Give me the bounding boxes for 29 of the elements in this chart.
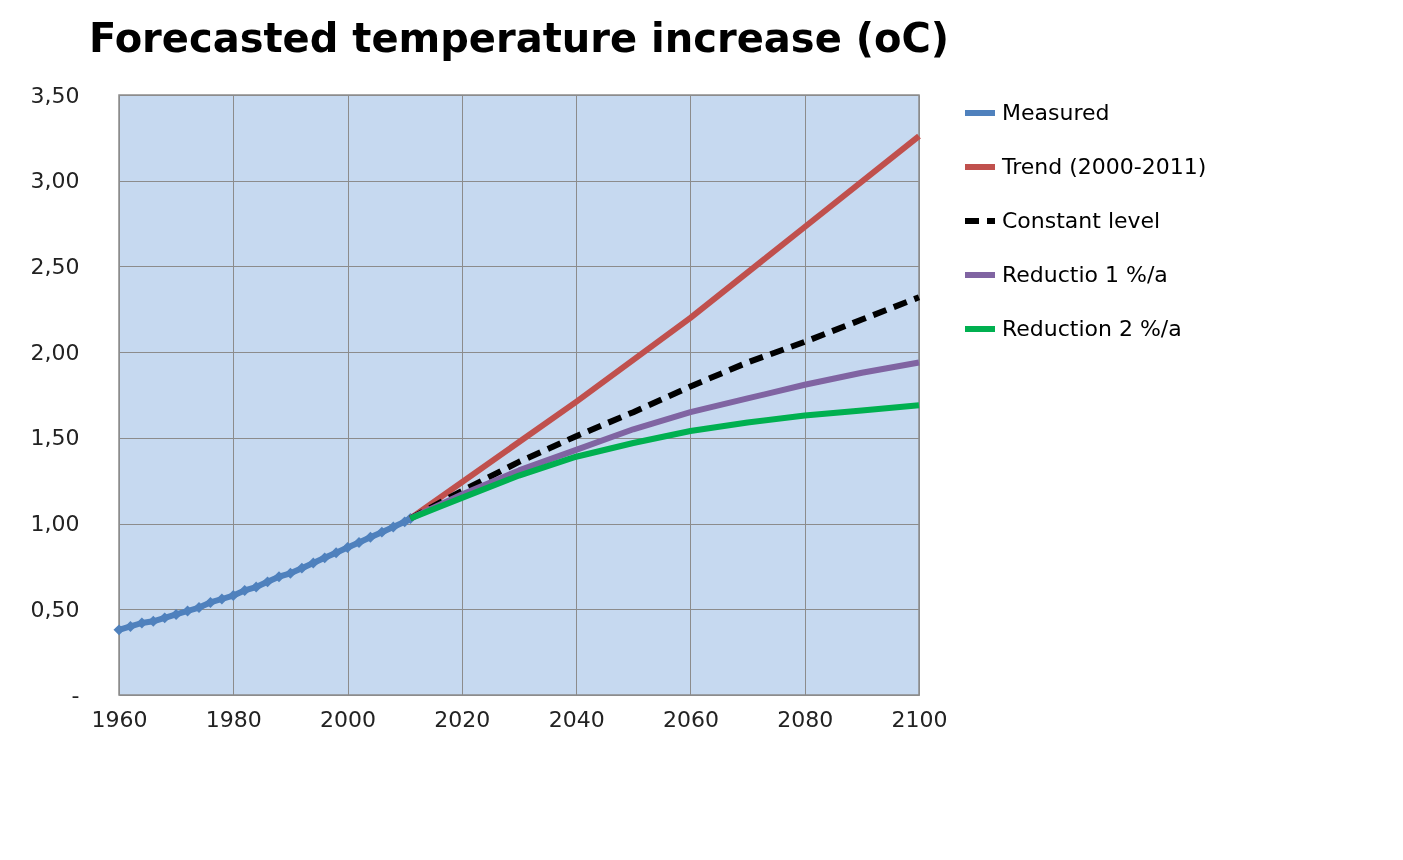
y-tick-label: 3,50: [30, 82, 80, 108]
legend-label: Trend (2000-2011): [1001, 154, 1207, 179]
x-tick-label: 2060: [662, 706, 719, 732]
x-tick-label: 1980: [205, 706, 262, 732]
point: [353, 536, 365, 548]
legend-label: Reduction 2 %/a: [1002, 316, 1182, 341]
x-tick-label: 2000: [320, 706, 377, 732]
point: [342, 542, 354, 554]
chart-title: Forecasted temperature increase (oC): [88, 15, 950, 61]
legend-label: Measured: [1002, 100, 1110, 125]
y-tick-label: 1,00: [30, 511, 80, 537]
point: [376, 526, 388, 538]
point: [296, 562, 308, 574]
y-tick-label: 2,50: [30, 253, 80, 279]
point: [364, 531, 376, 543]
x-tick-label: 2020: [434, 706, 491, 732]
legend-label: Reductio 1 %/a: [1002, 262, 1168, 287]
y-tick-label: 3,00: [30, 168, 80, 194]
y-tick-label: 0,50: [30, 596, 80, 622]
x-tick-label: 1960: [91, 706, 148, 732]
x-tick-label: 2080: [777, 706, 834, 732]
y-tick-label: 2,00: [30, 339, 80, 365]
point: [330, 547, 342, 559]
x-tick-label: 2100: [891, 706, 948, 732]
x-tick-label: 2040: [548, 706, 605, 732]
y-tick-label: -: [71, 682, 80, 708]
y-tick-label: 1,50: [30, 425, 80, 451]
point: [204, 596, 216, 608]
legend-label: Constant level: [1002, 208, 1161, 233]
